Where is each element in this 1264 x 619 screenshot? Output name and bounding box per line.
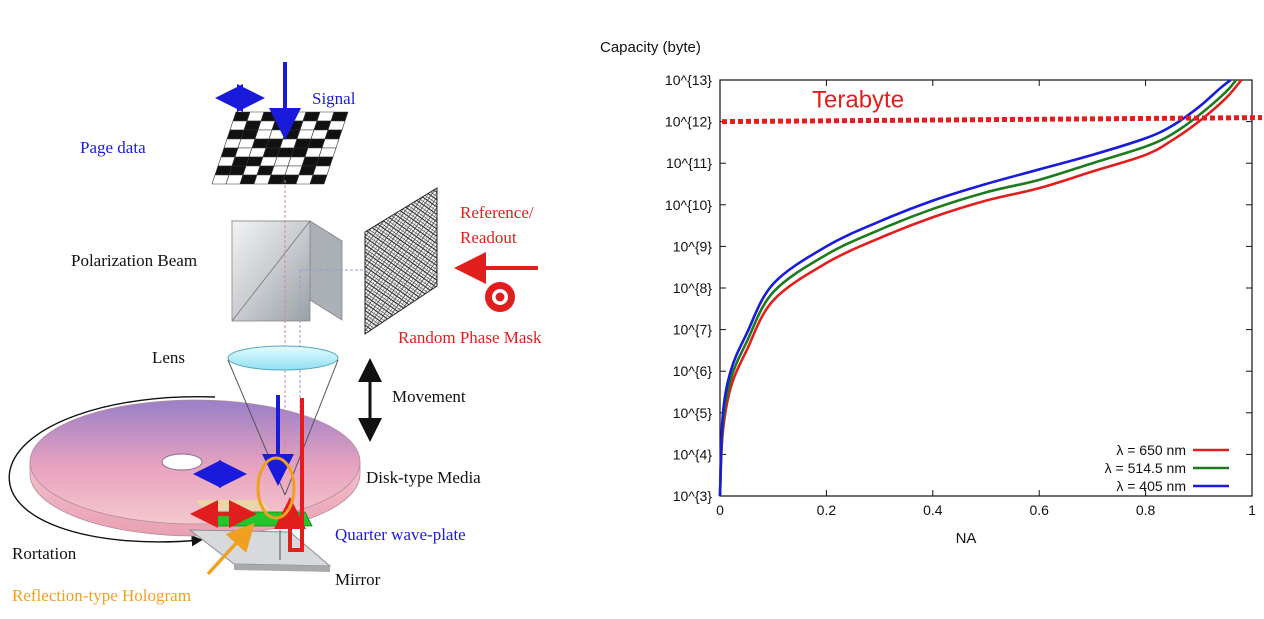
y-tick-label: 10^{10} [665, 197, 712, 213]
label-polarization-beam: Polarization Beam [71, 251, 197, 270]
legend-label-1: λ = 514.5 nm [1105, 460, 1186, 476]
page-data-cell [315, 156, 334, 167]
legend-label-2: λ = 405 nm [1116, 478, 1186, 494]
y-tick-label: 10^{12} [665, 114, 712, 130]
readout-beam-path [274, 398, 306, 552]
y-axis-title: Capacity (byte) [600, 39, 701, 56]
terabyte-line [721, 115, 1263, 125]
series-lines [718, 78, 1243, 497]
polarization-beam-splitter [230, 220, 344, 322]
label-quarter-wave-plate: Quarter wave-plate [335, 525, 466, 544]
series-line-0 [718, 79, 1243, 497]
lens [227, 345, 339, 496]
page-data-cell [327, 120, 346, 131]
y-tick-label: 10^{5} [673, 405, 713, 421]
label-random-phase-mask: Random Phase Mask [398, 328, 542, 347]
y-tick-label: 10^{13} [665, 72, 712, 88]
y-tick-label: 10^{11} [666, 155, 712, 171]
page-data-cell [318, 147, 337, 158]
label-disk-type-media: Disk-type Media [366, 468, 481, 487]
page-data-cell [324, 129, 343, 140]
capacity-chart: Capacity (byte) NA 0 0.2 0.4 0.6 0.8 1 10^{3} 1… [600, 39, 1263, 547]
label-rotation: Rortation [12, 544, 77, 563]
label-reference: Reference/ [460, 203, 534, 222]
x-axis-label: NA [956, 530, 977, 547]
y-tick-label: 10^{8} [673, 280, 713, 296]
y-tick-label: 10^{9} [673, 238, 713, 254]
plot-frame [719, 79, 1253, 497]
x-tick-label: 1 [1248, 502, 1256, 518]
series-line-1 [718, 79, 1238, 497]
page-data-cell [321, 138, 340, 149]
disk-center-hole [161, 453, 203, 471]
x-tick-label: 0.8 [1136, 502, 1156, 518]
terabyte-label: Terabyte [812, 87, 904, 114]
hologram-diagram: Signal Page data Reference/ Readout Pola… [8, 62, 542, 605]
polarization-symbol-icon [485, 282, 515, 312]
label-readout: Readout [460, 228, 517, 247]
hologram-highlight [256, 456, 296, 520]
rotation-arrow [8, 395, 216, 547]
x-tick-label: 0.4 [923, 502, 943, 518]
x-tick-label: 0.6 [1029, 502, 1049, 518]
page-data-grid [211, 111, 349, 185]
label-signal: Signal [312, 89, 356, 108]
terabyte-annotation: Terabyte [721, 87, 1263, 125]
page-data-cell [312, 165, 331, 176]
y-tick-label: 10^{3} [673, 488, 713, 504]
mirror [188, 529, 332, 567]
hologram-pointer-arrow [206, 522, 255, 576]
x-tick-label: 0.2 [817, 502, 837, 518]
label-mirror: Mirror [335, 570, 381, 589]
page-data-cell [309, 174, 328, 185]
chart-legend: λ = 650 nm λ = 514.5 nm λ = 405 nm [1105, 442, 1229, 494]
legend-label-0: λ = 650 nm [1116, 442, 1186, 458]
y-tick-label: 10^{7} [673, 322, 713, 338]
axis-ticks: 0 0.2 0.4 0.6 0.8 1 10^{3} 10^{4} 10^{5} 10^{6} 10… [665, 72, 1256, 518]
disk-media [29, 399, 361, 537]
random-phase-mask [364, 187, 438, 335]
y-tick-label: 10^{6} [673, 363, 713, 379]
x-tick-label: 0 [716, 502, 724, 518]
series-line-2 [718, 78, 1232, 497]
label-page-data: Page data [80, 138, 146, 157]
y-tick-label: 10^{4} [673, 446, 713, 462]
label-lens: Lens [152, 348, 185, 367]
page-data-cell [330, 111, 349, 122]
label-movement: Movement [392, 387, 466, 406]
label-reflection-type-hologram: Reflection-type Hologram [12, 586, 191, 605]
